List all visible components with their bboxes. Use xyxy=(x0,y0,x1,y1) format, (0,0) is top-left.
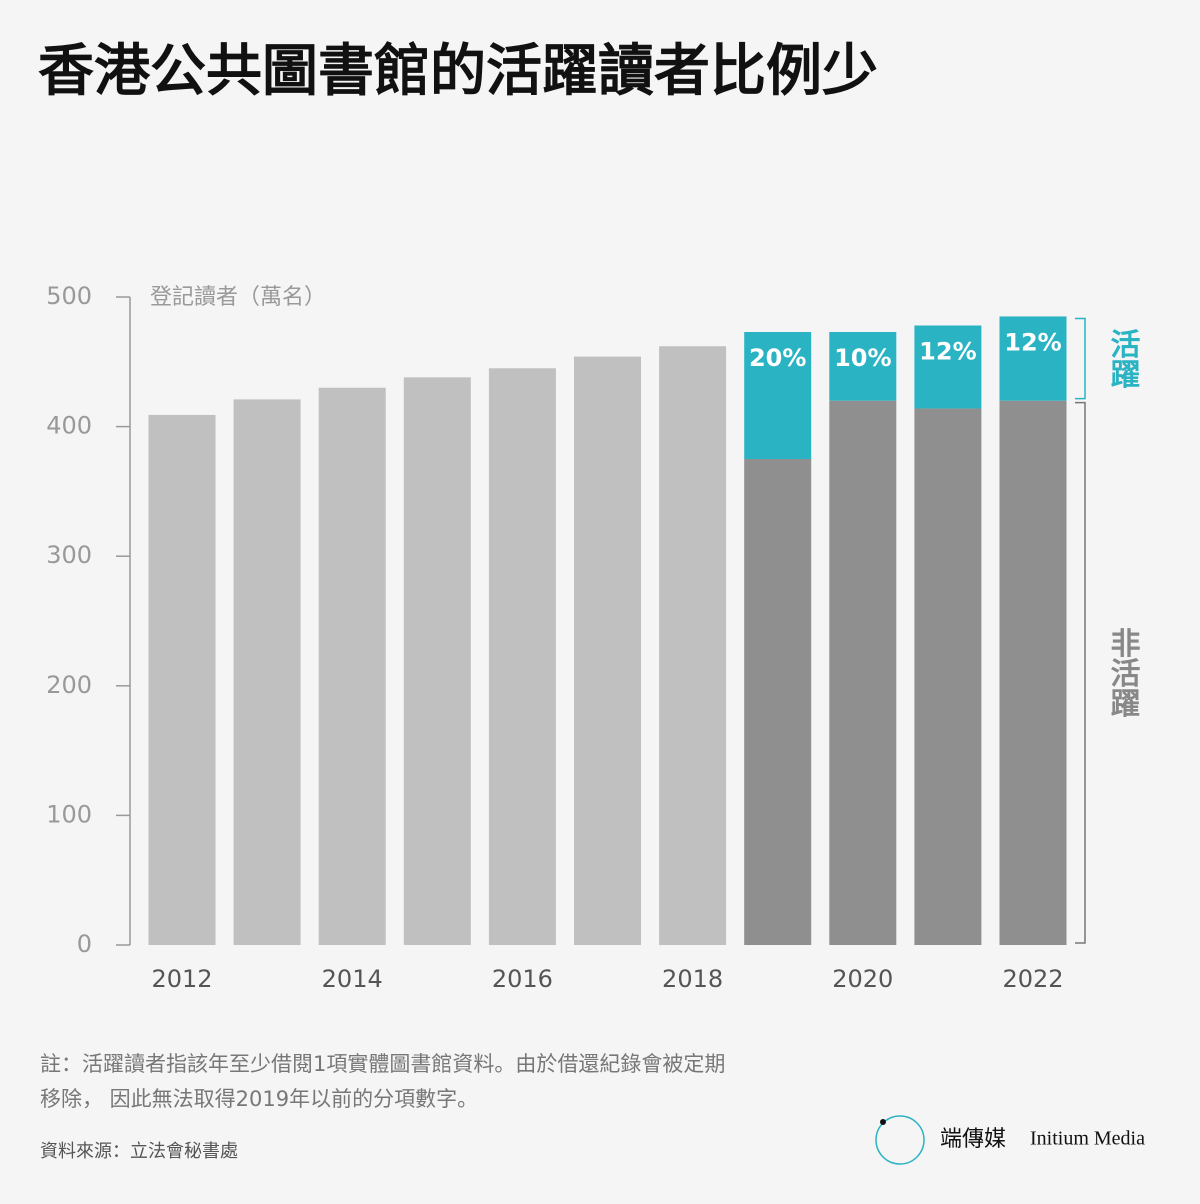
logo-chinese: 端傳媒 xyxy=(940,1127,1006,1152)
bar-segment xyxy=(574,356,641,946)
legend-label: 非活躍 xyxy=(1105,628,1141,718)
chart-title: 香港公共圖書館的活躍讀者比例少 xyxy=(38,39,878,104)
bar-segment xyxy=(829,400,897,945)
percent-label: 10% xyxy=(834,344,891,372)
bar-segment xyxy=(148,414,216,945)
y-tick-label: 200 xyxy=(46,671,92,699)
bar-segment xyxy=(318,387,386,946)
x-tick-label: 2020 xyxy=(832,965,893,993)
y-tick-label: 100 xyxy=(46,800,92,828)
y-tick-label: 500 xyxy=(46,282,92,310)
x-tick-label: 2016 xyxy=(492,965,553,993)
y-tick-label: 400 xyxy=(46,412,92,440)
note: 註：活躍讀者指該年至少借閱1項實體圖書館資料。由於借還紀錄會被定期 xyxy=(40,1052,725,1076)
x-tick-label: 2022 xyxy=(1002,965,1063,993)
x-tick-label: 2018 xyxy=(662,965,723,993)
logo-english: Initium Media xyxy=(1030,1128,1145,1150)
bracket xyxy=(1075,401,1086,944)
bar-segment xyxy=(999,316,1067,401)
bar-segment xyxy=(999,400,1067,945)
y-axis-label: 登記讀者（萬名） xyxy=(150,285,326,310)
logo-dot xyxy=(880,1119,886,1125)
bar-segment xyxy=(744,459,812,945)
bar-segment xyxy=(914,325,982,409)
percent-label: 20% xyxy=(749,344,806,372)
bracket xyxy=(1075,317,1086,400)
x-tick-label: 2012 xyxy=(151,965,212,993)
note: 移除， 因此無法取得2019年以前的分項數字。 xyxy=(40,1087,478,1111)
bar-segment xyxy=(403,377,471,945)
bar-segment xyxy=(744,331,812,459)
bar-segment xyxy=(659,346,727,945)
percent-label: 12% xyxy=(919,338,976,366)
legend-label: 活躍 xyxy=(1105,329,1141,389)
logo-circle xyxy=(875,1115,925,1165)
y-tick-label: 300 xyxy=(46,541,92,569)
bar-segment xyxy=(488,368,556,945)
bar-segment xyxy=(914,408,982,945)
y-tick-label: 0 xyxy=(77,930,92,958)
source: 資料來源：立法會秘書處 xyxy=(40,1141,238,1162)
x-tick-label: 2014 xyxy=(322,965,383,993)
bar-segment xyxy=(829,331,897,401)
bar-segment xyxy=(233,399,301,945)
percent-label: 12% xyxy=(1004,328,1061,356)
